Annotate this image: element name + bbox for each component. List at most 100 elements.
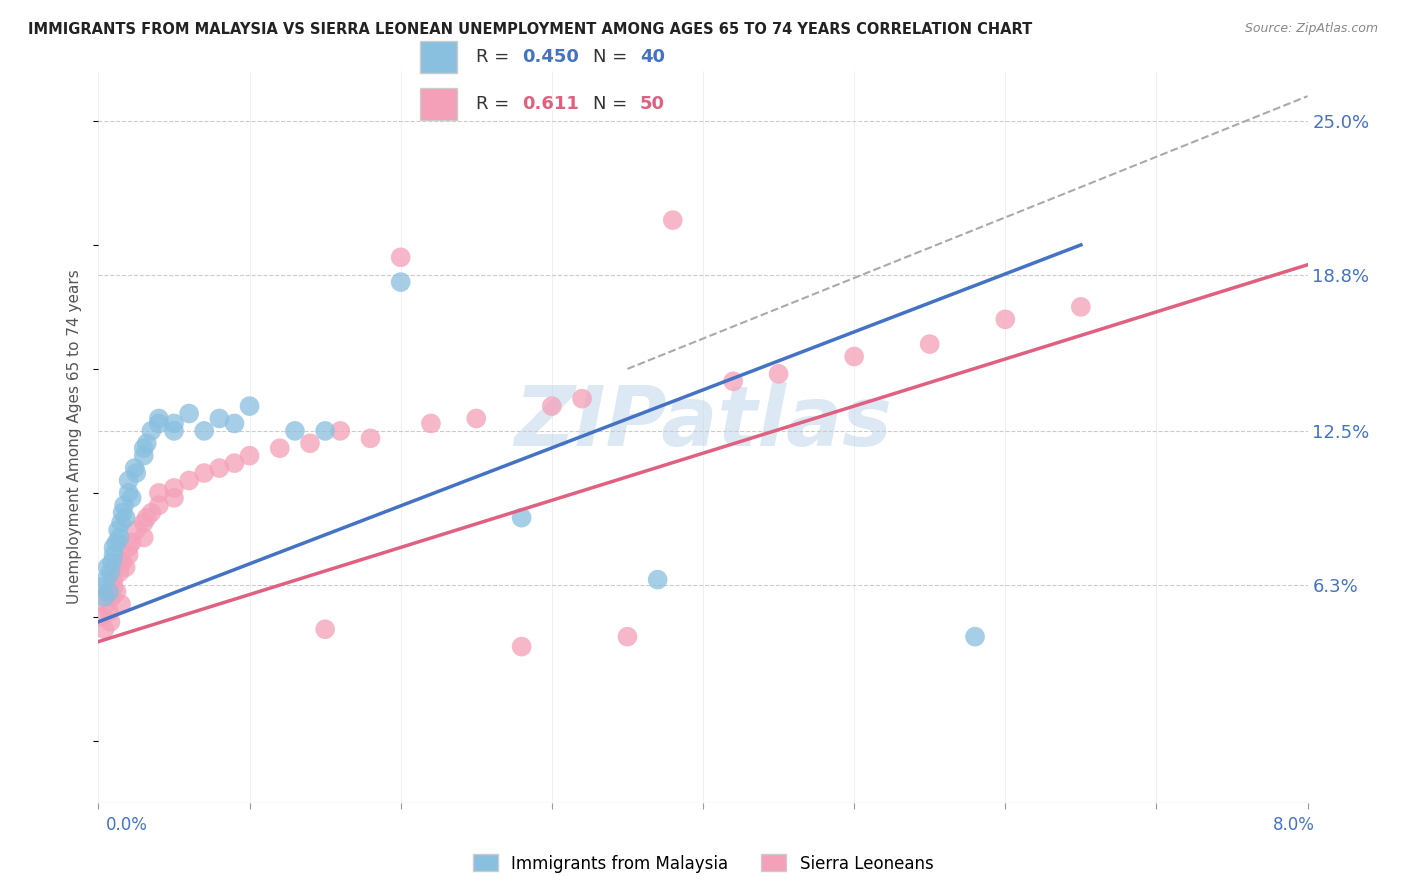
Point [193, 424, 215, 438]
Point [118, 548, 141, 562]
Point [94, 598, 117, 612]
Point [299, 436, 322, 450]
Point [389, 250, 412, 264]
Point [616, 630, 638, 644]
Point [132, 516, 155, 530]
Point [1070, 300, 1092, 314]
Point [105, 585, 128, 599]
Point [141, 424, 163, 438]
Text: N =: N = [593, 48, 633, 66]
Point [132, 449, 155, 463]
Point [193, 466, 215, 480]
Point [571, 392, 593, 406]
Point [103, 548, 125, 562]
Point [239, 449, 262, 463]
Point [105, 535, 128, 549]
Point [148, 417, 170, 431]
Point [239, 399, 262, 413]
Point [224, 456, 246, 470]
Point [114, 510, 136, 524]
Point [329, 424, 352, 438]
Text: Source: ZipAtlas.com: Source: ZipAtlas.com [1244, 22, 1378, 36]
Point [269, 442, 291, 456]
Point [141, 506, 163, 520]
Point [284, 424, 307, 438]
Point [121, 491, 143, 505]
Text: R =: R = [475, 95, 520, 112]
Point [510, 510, 533, 524]
Text: 40: 40 [640, 48, 665, 66]
Point [108, 531, 131, 545]
Point [124, 461, 146, 475]
Legend: Immigrants from Malaysia, Sierra Leoneans: Immigrants from Malaysia, Sierra Leonean… [465, 847, 941, 880]
Point [360, 431, 382, 445]
Point [179, 474, 201, 488]
Point [661, 213, 683, 227]
Point [100, 565, 122, 579]
Point [94, 573, 117, 587]
Point [103, 573, 125, 587]
Text: 0.611: 0.611 [522, 95, 579, 112]
Point [208, 411, 231, 425]
Point [723, 374, 745, 388]
Point [125, 523, 148, 537]
Point [111, 506, 134, 520]
Point [965, 630, 987, 644]
Point [111, 555, 134, 569]
Point [125, 466, 148, 480]
Point [179, 407, 201, 421]
Point [108, 565, 131, 579]
Point [110, 516, 132, 530]
Text: 8.0%: 8.0% [1272, 816, 1315, 834]
Point [112, 498, 135, 512]
Text: 50: 50 [640, 95, 665, 112]
Text: N =: N = [593, 95, 633, 112]
Point [90, 610, 112, 624]
Text: IMMIGRANTS FROM MALAYSIA VS SIERRA LEONEAN UNEMPLOYMENT AMONG AGES 65 TO 74 YEAR: IMMIGRANTS FROM MALAYSIA VS SIERRA LEONE… [28, 22, 1032, 37]
Point [163, 417, 186, 431]
Point [148, 498, 170, 512]
Point [135, 510, 157, 524]
Point [107, 523, 129, 537]
Point [420, 417, 443, 431]
Bar [420, 87, 457, 120]
Point [118, 474, 141, 488]
Point [844, 350, 866, 364]
Point [121, 535, 143, 549]
Point [96, 560, 118, 574]
Text: 0.450: 0.450 [522, 48, 579, 66]
Point [389, 275, 412, 289]
Point [163, 424, 186, 438]
Point [148, 486, 170, 500]
Point [118, 541, 141, 555]
Point [465, 411, 488, 425]
Point [148, 411, 170, 425]
Point [103, 580, 125, 594]
Point [768, 367, 790, 381]
Point [510, 640, 533, 654]
Point [132, 442, 155, 456]
Text: R =: R = [475, 48, 515, 66]
Point [918, 337, 941, 351]
Point [224, 417, 246, 431]
Point [103, 541, 125, 555]
Point [118, 486, 141, 500]
Point [163, 481, 186, 495]
Point [114, 560, 136, 574]
Text: 0.0%: 0.0% [105, 816, 148, 834]
Point [100, 615, 122, 629]
Point [994, 312, 1017, 326]
Point [540, 399, 562, 413]
Point [135, 436, 157, 450]
Point [90, 580, 112, 594]
Point [314, 622, 336, 636]
Bar [420, 41, 457, 73]
Point [110, 598, 132, 612]
Point [163, 491, 186, 505]
Point [101, 555, 124, 569]
Point [93, 590, 115, 604]
Point [93, 622, 115, 636]
Y-axis label: Unemployment Among Ages 65 to 74 years: Unemployment Among Ages 65 to 74 years [67, 269, 83, 605]
Point [101, 590, 124, 604]
Point [132, 531, 155, 545]
